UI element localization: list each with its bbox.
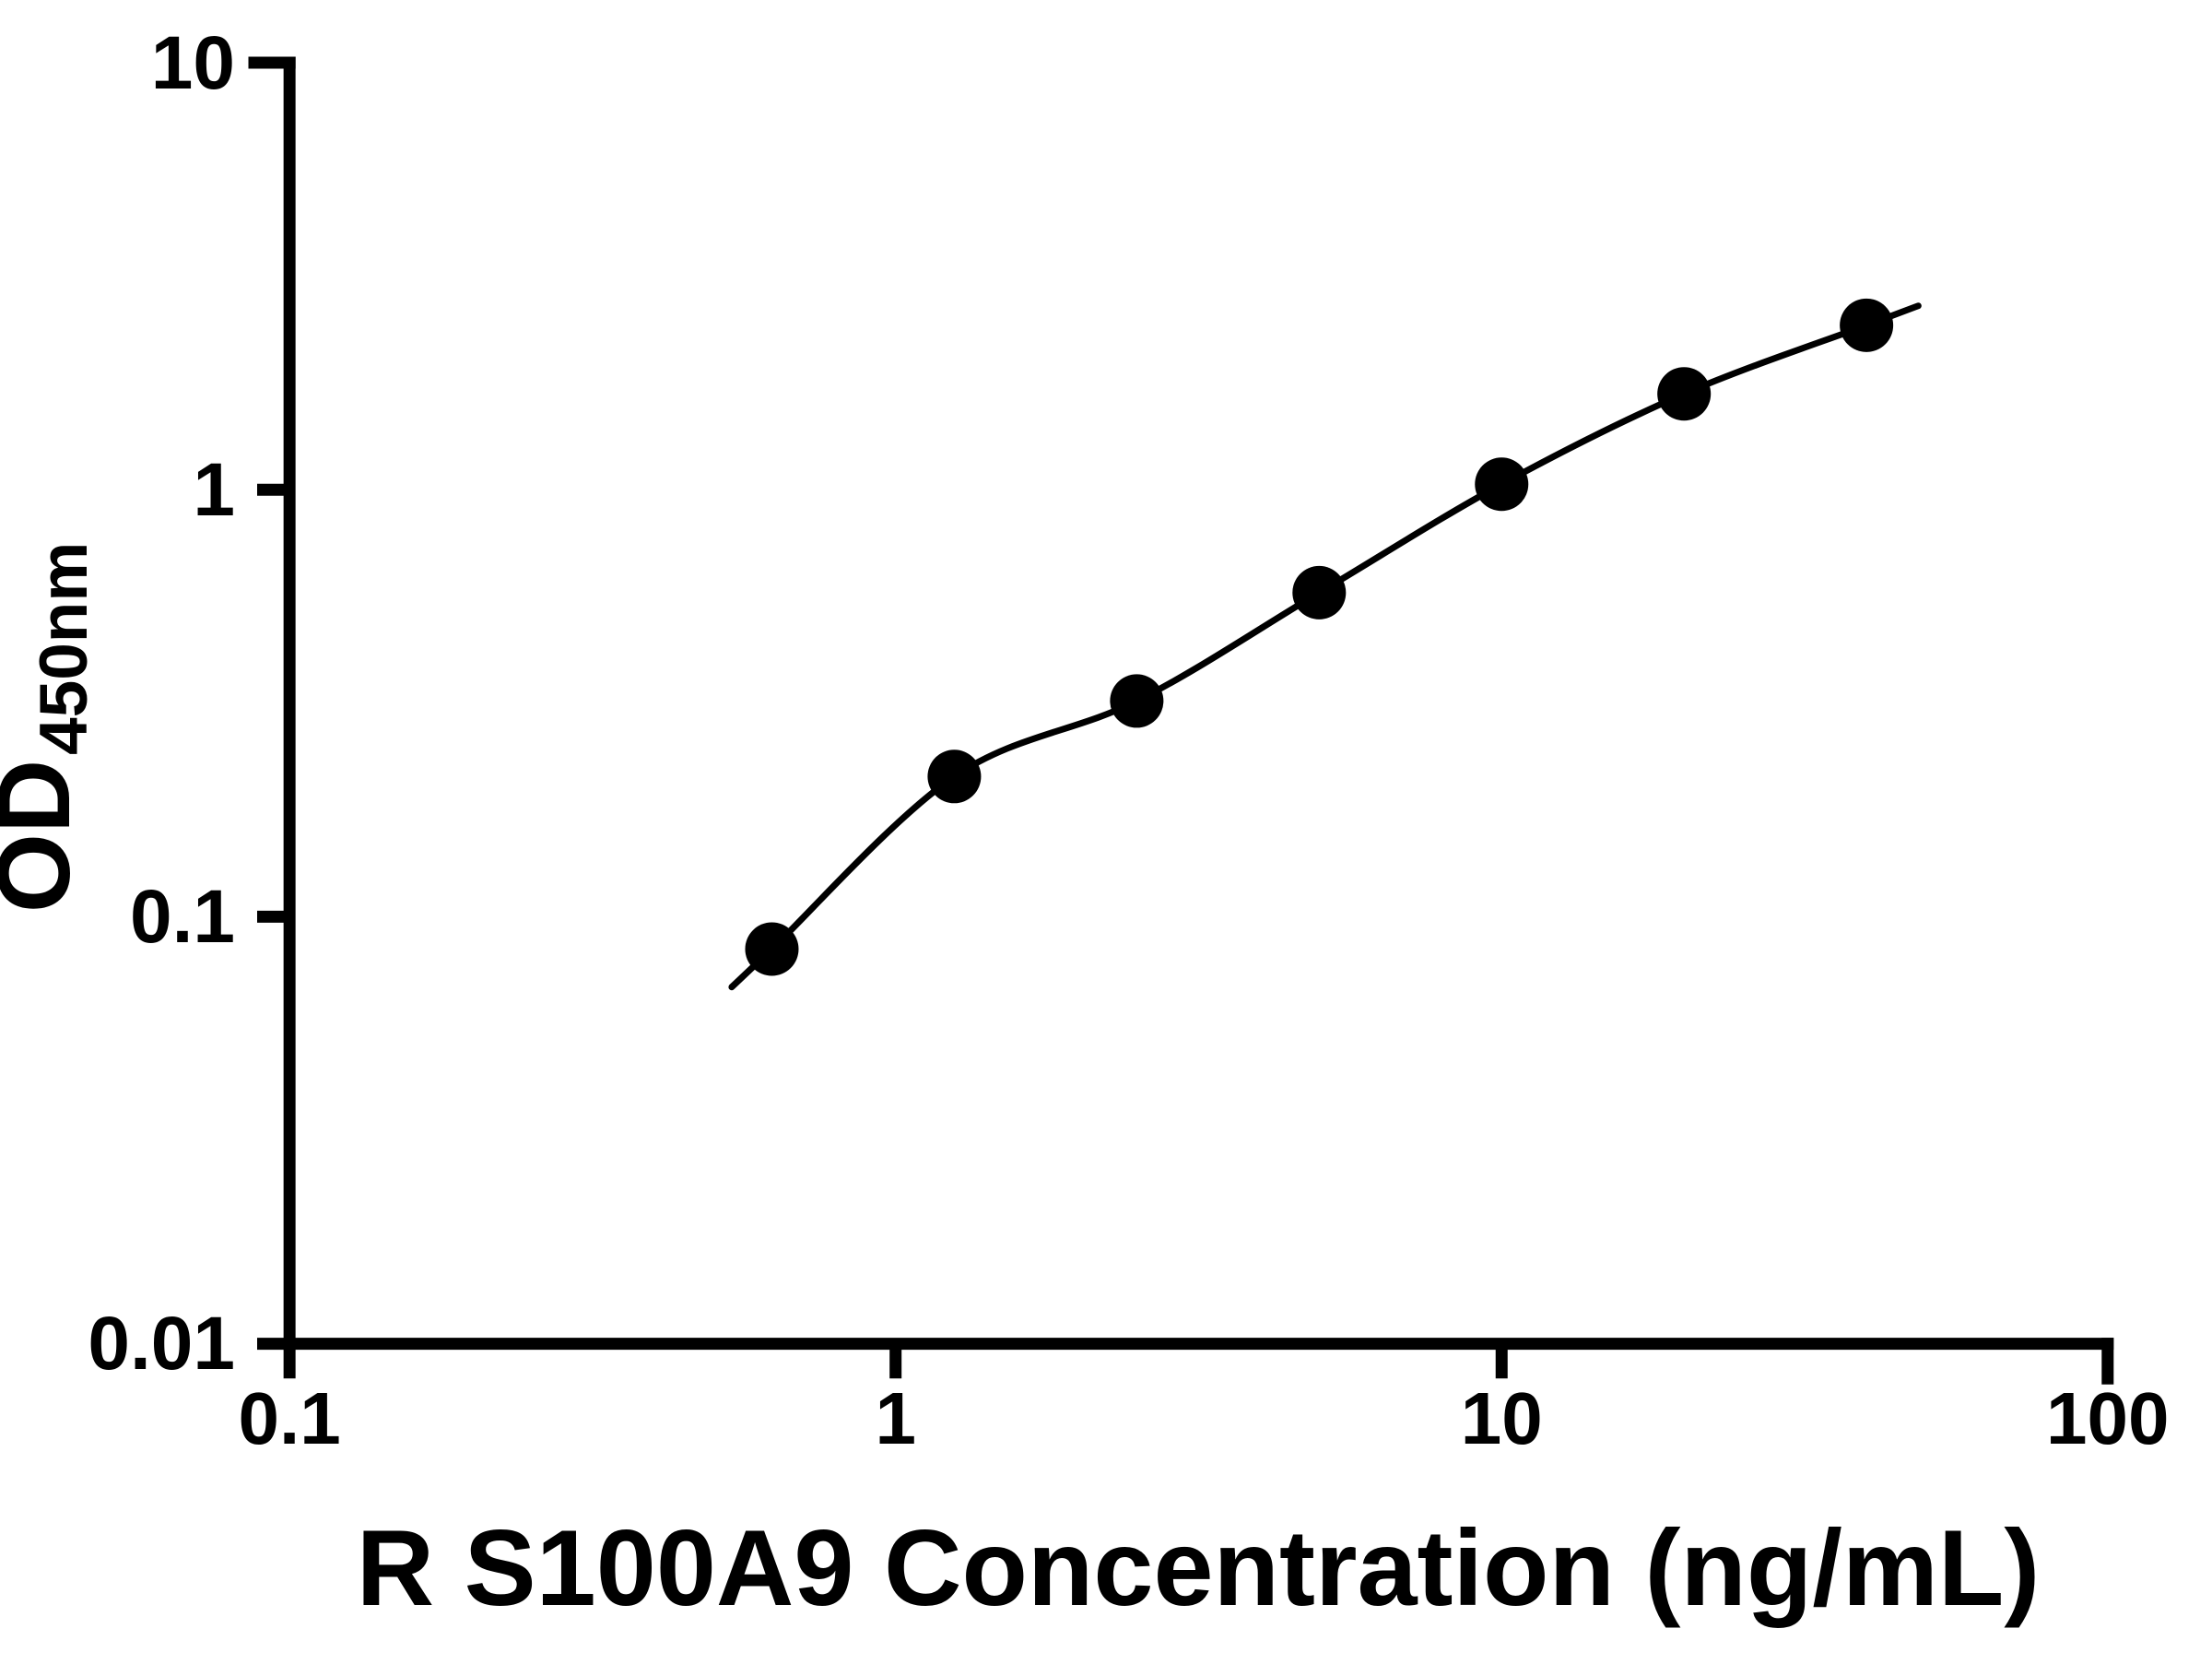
svg-text:450nm: 450nm <box>27 542 101 755</box>
svg-text:1: 1 <box>193 448 235 532</box>
svg-text:0.1: 0.1 <box>130 875 235 959</box>
svg-text:0.1: 0.1 <box>239 1377 341 1459</box>
svg-text:100: 100 <box>2046 1377 2169 1459</box>
svg-text:10: 10 <box>1461 1377 1543 1459</box>
svg-text:R S100A9 Concentration (ng/mL): R S100A9 Concentration (ng/mL) <box>357 1507 2041 1628</box>
svg-text:10: 10 <box>151 21 235 105</box>
svg-text:1: 1 <box>875 1377 916 1459</box>
svg-text:0.01: 0.01 <box>88 1302 235 1386</box>
svg-text:OD: OD <box>0 760 91 914</box>
